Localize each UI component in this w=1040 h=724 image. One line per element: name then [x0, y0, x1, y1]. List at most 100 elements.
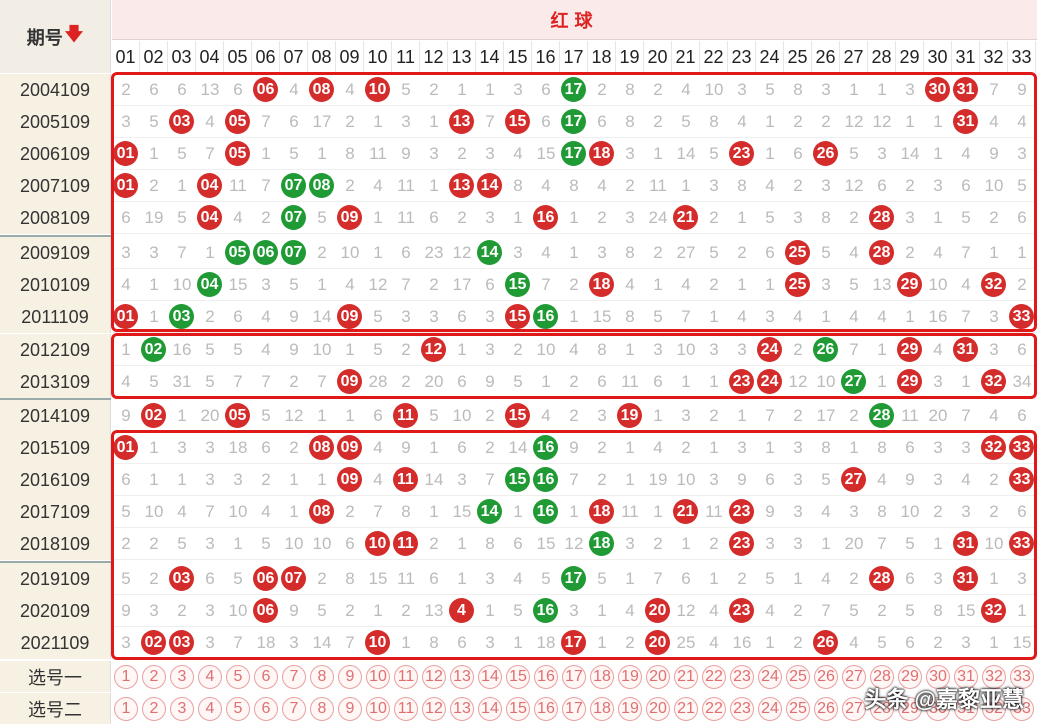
column-number-21[interactable]: 21: [672, 41, 700, 73]
pick-number-button[interactable]: 24: [758, 697, 782, 721]
column-number-29[interactable]: 29: [896, 41, 924, 73]
pick-number-button[interactable]: 18: [590, 665, 614, 689]
pick-number-button[interactable]: 30: [926, 665, 950, 689]
column-number-03[interactable]: 03: [168, 41, 196, 73]
pick-number-button[interactable]: 6: [254, 665, 278, 689]
pick-number-button[interactable]: 1: [114, 697, 138, 721]
pick-number-button[interactable]: 15: [506, 665, 530, 689]
pick-number-button[interactable]: 16: [534, 697, 558, 721]
pick-number-button[interactable]: 2: [142, 665, 166, 689]
pick-number-button[interactable]: 10: [366, 665, 390, 689]
pick-number-button[interactable]: 3: [170, 665, 194, 689]
column-number-27[interactable]: 27: [840, 41, 868, 73]
pick-number-button[interactable]: 17: [562, 665, 586, 689]
pick-number-button[interactable]: 19: [618, 697, 642, 721]
pick-number-button[interactable]: 23: [730, 697, 754, 721]
pick-number-button[interactable]: 7: [282, 697, 306, 721]
pick-number-button[interactable]: 1: [114, 665, 138, 689]
column-number-32[interactable]: 32: [980, 41, 1008, 73]
pick-number-button[interactable]: 14: [478, 697, 502, 721]
column-number-07[interactable]: 07: [280, 41, 308, 73]
pick-number-button[interactable]: 27: [842, 697, 866, 721]
pick-number-button[interactable]: 33: [1010, 665, 1034, 689]
column-number-04[interactable]: 04: [196, 41, 224, 73]
pick-number-button[interactable]: 28: [870, 665, 894, 689]
pick-number-button[interactable]: 27: [842, 665, 866, 689]
pick-number-button[interactable]: 25: [786, 665, 810, 689]
pick-number-button[interactable]: 20: [646, 665, 670, 689]
column-number-30[interactable]: 30: [924, 41, 952, 73]
column-number-20[interactable]: 20: [644, 41, 672, 73]
pick-number-button[interactable]: 4: [198, 665, 222, 689]
pick-number-button[interactable]: 13: [450, 697, 474, 721]
column-number-19[interactable]: 19: [616, 41, 644, 73]
pick-number-button[interactable]: 2: [142, 697, 166, 721]
pick-number-button[interactable]: 21: [674, 697, 698, 721]
pick-number-button[interactable]: 32: [982, 665, 1006, 689]
pick-number-button[interactable]: 22: [702, 665, 726, 689]
pick-number-button[interactable]: 3: [170, 697, 194, 721]
column-number-26[interactable]: 26: [812, 41, 840, 73]
pick-number-button[interactable]: 21: [674, 665, 698, 689]
pick-number-button[interactable]: 19: [618, 665, 642, 689]
pick-number-button[interactable]: 8: [310, 665, 334, 689]
pick-number-button[interactable]: 26: [814, 697, 838, 721]
pick-number-button[interactable]: 26: [814, 665, 838, 689]
pick-number-button[interactable]: 31: [954, 665, 978, 689]
column-number-23[interactable]: 23: [728, 41, 756, 73]
down-arrow-icon[interactable]: 🡇: [64, 23, 84, 44]
pick-number-button[interactable]: 12: [422, 697, 446, 721]
column-number-05[interactable]: 05: [224, 41, 252, 73]
pick-number-button[interactable]: 32: [982, 697, 1006, 721]
pick-number-button[interactable]: 33: [1010, 697, 1034, 721]
pick-number-button[interactable]: 8: [310, 697, 334, 721]
column-number-15[interactable]: 15: [504, 41, 532, 73]
column-number-25[interactable]: 25: [784, 41, 812, 73]
pick-number-button[interactable]: 5: [226, 665, 250, 689]
column-number-28[interactable]: 28: [868, 41, 896, 73]
column-number-17[interactable]: 17: [560, 41, 588, 73]
column-number-10[interactable]: 10: [364, 41, 392, 73]
pick-number-button[interactable]: 15: [506, 697, 530, 721]
column-number-09[interactable]: 09: [336, 41, 364, 73]
pick-number-button[interactable]: 31: [954, 697, 978, 721]
pick-number-button[interactable]: 22: [702, 697, 726, 721]
pick-number-button[interactable]: 11: [394, 665, 418, 689]
column-number-11[interactable]: 11: [392, 41, 420, 73]
pick-number-button[interactable]: 6: [254, 697, 278, 721]
issue-header[interactable]: 期号 🡇: [0, 0, 111, 73]
column-number-16[interactable]: 16: [532, 41, 560, 73]
column-number-01[interactable]: 01: [112, 41, 140, 73]
pick-number-button[interactable]: 4: [198, 697, 222, 721]
pick-number-button[interactable]: 11: [394, 697, 418, 721]
pick-number-button[interactable]: 9: [338, 697, 362, 721]
column-number-31[interactable]: 31: [952, 41, 980, 73]
pick-number-button[interactable]: 16: [534, 665, 558, 689]
pick-number-button[interactable]: 7: [282, 665, 306, 689]
pick-number-button[interactable]: 29: [898, 665, 922, 689]
pick-number-button[interactable]: 9: [338, 665, 362, 689]
pick-number-button[interactable]: 13: [450, 665, 474, 689]
pick-number-button[interactable]: 17: [562, 697, 586, 721]
pick-number-button[interactable]: 24: [758, 665, 782, 689]
pick-number-button[interactable]: 18: [590, 697, 614, 721]
pick-number-button[interactable]: 30: [926, 697, 950, 721]
column-number-12[interactable]: 12: [420, 41, 448, 73]
column-number-33[interactable]: 33: [1008, 41, 1036, 73]
column-number-13[interactable]: 13: [448, 41, 476, 73]
column-number-22[interactable]: 22: [700, 41, 728, 73]
column-number-06[interactable]: 06: [252, 41, 280, 73]
pick-number-button[interactable]: 23: [730, 665, 754, 689]
pick-number-button[interactable]: 29: [898, 697, 922, 721]
pick-number-button[interactable]: 5: [226, 697, 250, 721]
column-number-02[interactable]: 02: [140, 41, 168, 73]
pick-number-button[interactable]: 20: [646, 697, 670, 721]
pick-number-button[interactable]: 10: [366, 697, 390, 721]
pick-number-button[interactable]: 25: [786, 697, 810, 721]
pick-number-button[interactable]: 14: [478, 665, 502, 689]
column-number-14[interactable]: 14: [476, 41, 504, 73]
pick-number-button[interactable]: 28: [870, 697, 894, 721]
column-number-08[interactable]: 08: [308, 41, 336, 73]
pick-number-button[interactable]: 12: [422, 665, 446, 689]
column-number-24[interactable]: 24: [756, 41, 784, 73]
